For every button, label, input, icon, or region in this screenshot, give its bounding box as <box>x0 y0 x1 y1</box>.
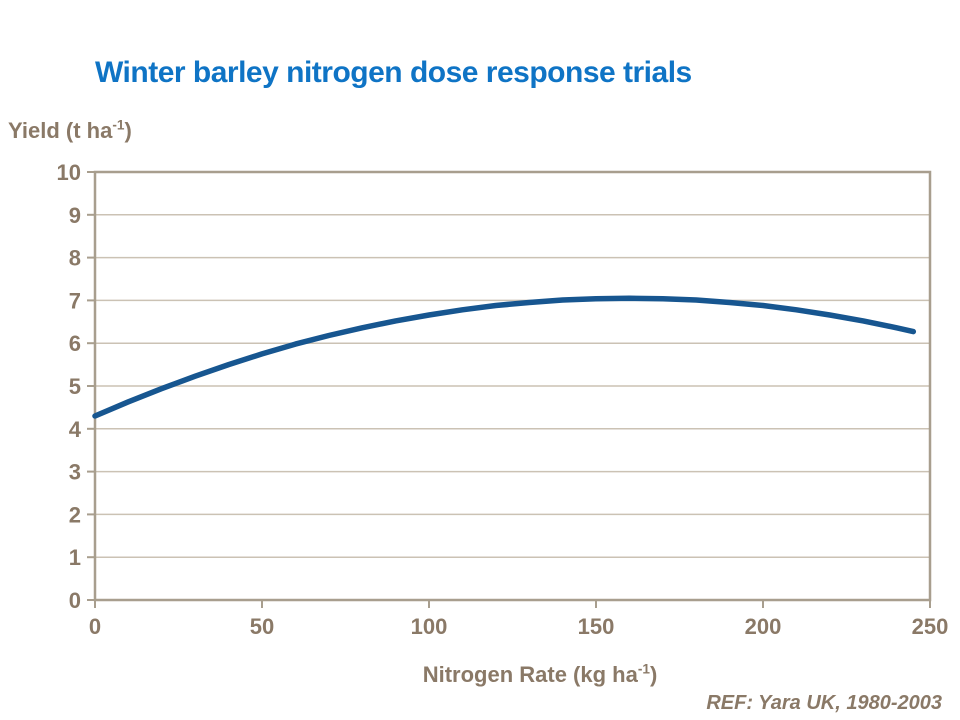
x-tick-label: 200 <box>745 614 782 639</box>
y-tick-label: 2 <box>69 502 81 527</box>
x-axis-caption: Nitrogen Rate (kg ha-1) <box>120 662 960 688</box>
y-tick-label: 0 <box>69 588 81 613</box>
y-axis-caption-superscript: -1 <box>112 117 125 133</box>
y-tick-label: 4 <box>69 417 82 442</box>
y-tick-label: 8 <box>69 246 81 271</box>
y-tick-label: 5 <box>69 374 81 399</box>
x-axis-caption-superscript: -1 <box>637 661 650 677</box>
y-tick-label: 7 <box>69 288 81 313</box>
y-axis-caption: Yield (t ha-1) <box>8 118 132 144</box>
x-tick-label: 100 <box>411 614 448 639</box>
y-tick-label: 1 <box>69 545 81 570</box>
y-tick-label: 10 <box>57 160 81 185</box>
y-tick-label: 3 <box>69 460 81 485</box>
x-axis-caption-text: Nitrogen Rate (kg ha <box>422 662 638 687</box>
y-tick-label: 6 <box>69 331 81 356</box>
x-axis-caption-suffix: ) <box>649 662 658 687</box>
x-tick-label: 0 <box>89 614 101 639</box>
response-curve <box>92 295 917 419</box>
x-tick-label: 250 <box>912 614 949 639</box>
reference-note: REF: Yara UK, 1980-2003 <box>706 692 942 714</box>
y-tick-label: 9 <box>69 203 81 228</box>
y-axis-caption-text: Yield (t ha <box>8 118 113 143</box>
x-tick-label: 150 <box>578 614 615 639</box>
x-tick-label: 50 <box>250 614 274 639</box>
y-axis-caption-suffix: ) <box>124 118 132 143</box>
chart-title: Winter barley nitrogen dose response tri… <box>95 56 692 89</box>
